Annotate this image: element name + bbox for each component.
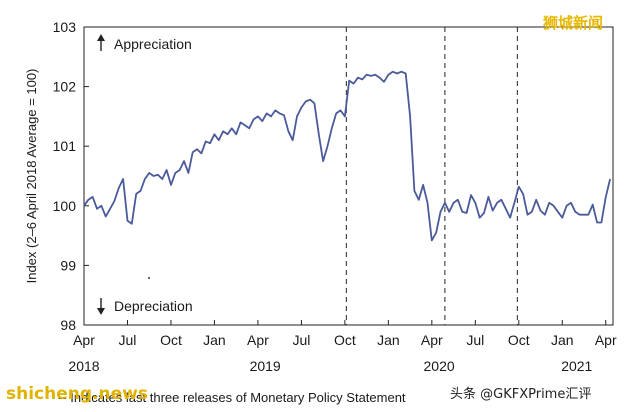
appreciation-label: Appreciation [114,36,192,52]
up-arrow-head-icon [97,34,105,41]
policy-statement-lines [345,27,518,325]
watermark-bottom-right: 头条 @GKFXPrime汇评 [450,387,592,402]
y-tick-label: 103 [53,19,77,35]
x-tick-label: Jul [466,332,484,348]
x-tick-label: Apr [595,332,617,348]
x-tick-label: Jan [203,332,226,348]
x-tick-label: Apr [421,332,443,348]
series-group [83,70,611,242]
down-arrow-head-icon [97,308,105,315]
y-tick-label: 101 [53,138,77,154]
y-tick-label: 98 [60,317,76,333]
x-tick-label: Jan [551,332,574,348]
appreciation-annotation: Appreciation [97,34,192,52]
watermark-bottom-left: shicheng.news [6,384,148,404]
y-axis: 98 99 100 101 102 103 [53,19,89,333]
y-tick-label: 100 [53,198,77,214]
x-tick-label: Oct [334,332,356,348]
year-label: 2020 [424,358,455,374]
x-tick-label: Jul [292,332,310,348]
depreciation-annotation: Depreciation [97,298,193,315]
depreciation-label: Depreciation [114,298,193,314]
x-tick-label: Jan [377,332,400,348]
footnote: -- Indicates last three releases of Mone… [58,390,406,405]
watermark-top-right: 狮城新闻 [543,14,604,32]
plot-frame [83,26,614,326]
series-line [83,70,611,242]
y-tick-label: 102 [53,79,77,95]
x-tick-label: Oct [508,332,530,348]
year-label: 2019 [250,358,281,374]
stray-dot [148,277,150,279]
y-axis-label: Index (2–6 April 2018 Average = 100) [24,69,39,284]
x-axis: Apr Jul Oct Jan Apr Jul Oct Jan Apr Jul Oct Jan Apr2… [68,320,617,374]
year-label: 2018 [68,358,99,374]
x-tick-label: Jul [119,332,137,348]
y-tick-label: 99 [60,257,76,273]
x-tick-label: Oct [160,332,182,348]
year-label: 2021 [561,358,592,374]
x-tick-label: Apr [73,332,95,348]
x-tick-label: Apr [247,332,269,348]
